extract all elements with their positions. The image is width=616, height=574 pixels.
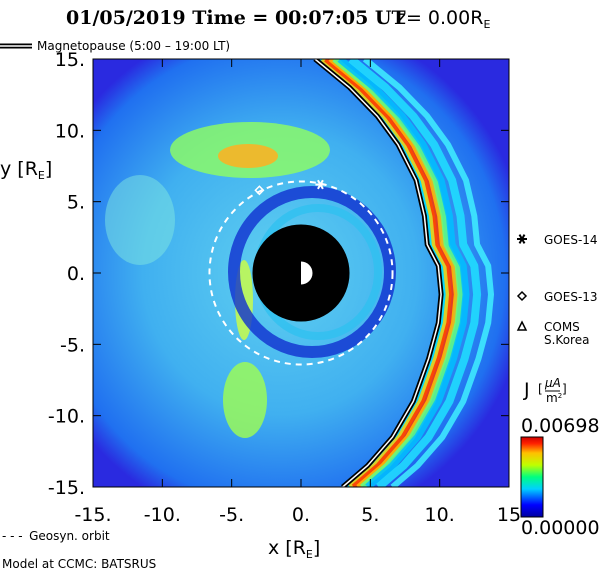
geosyn-orbit-circle <box>208 180 394 366</box>
y-tick-label: 10. <box>55 120 85 142</box>
current-blob-upper-core <box>218 144 278 168</box>
satellite-markers <box>254 179 326 196</box>
colorbar-unit-den: m2 <box>546 391 562 405</box>
heatmap-plot <box>93 59 509 487</box>
inner-ring-1 <box>228 186 396 358</box>
asterisk-legend-icon <box>517 234 527 244</box>
y-axis-label: y [RE] <box>0 158 52 182</box>
y-axis-ticks: 15. 10. 5. 0. -5. -10. -15. <box>48 49 509 499</box>
satellite-goes-14 <box>315 179 326 190</box>
colorbar-unit-open: [ <box>538 382 543 396</box>
colorbar-gradient <box>520 436 544 518</box>
y-tick-label: -10. <box>48 406 85 428</box>
z-label: z= 0.00RE <box>396 7 490 31</box>
satellite-legend-label: GOES-13 <box>544 290 598 304</box>
y-tick-label: 0. <box>67 263 85 285</box>
satellite-legend-label: GOES-14 <box>544 233 598 247</box>
x-tick-label: -10. <box>144 504 181 526</box>
colorbar-quantity: J <box>523 379 530 401</box>
x-axis-label: x [RE] <box>268 537 320 561</box>
current-band <box>324 59 456 487</box>
asterisk-stroke <box>518 234 526 244</box>
satellite-legend-label: COMS <box>544 320 580 334</box>
chart-title: 01/05/2019 Time = 00:07:05 UT <box>66 7 406 29</box>
current-band <box>337 59 470 487</box>
satellite-goes-13 <box>254 185 265 196</box>
y-tick-label: 5. <box>67 192 85 214</box>
satellite-legend-label-2: S.Korea <box>544 333 589 347</box>
colorbar-min-label: 0.00000 <box>521 517 600 539</box>
current-blob-lower <box>223 362 267 438</box>
colorbar-max-label: 0.00698 <box>521 415 600 437</box>
magnetopause-legend-label: Magnetopause (5:00 – 19:00 LT) <box>37 39 230 53</box>
x-tick-label: -5. <box>219 504 244 526</box>
orbit-legend: - - - Geosyn. orbit <box>2 529 110 543</box>
earth-day-night-icon <box>288 260 314 286</box>
current-blob-left <box>105 175 175 265</box>
x-tick-label: 5. <box>361 504 379 526</box>
magnetopause-legend: Magnetopause (5:00 – 19:00 LT) <box>0 39 230 53</box>
y-tick-label: -5. <box>60 334 85 356</box>
current-band <box>328 59 459 487</box>
x-tick-label: -15. <box>74 504 111 526</box>
x-axis-ticks: -15. -10. -5. 0. 5. 10. 15 <box>74 59 521 526</box>
triangle-legend-icon <box>516 320 528 331</box>
x-tick-label: 10. <box>425 504 455 526</box>
current-band <box>332 59 464 487</box>
colorbar: J [ μA m2 ] 0.00698 0.00000 <box>520 376 600 539</box>
asterisk-stroke <box>317 179 324 190</box>
current-band <box>362 59 494 487</box>
x-tick-label: 15 <box>497 504 521 526</box>
magnetopause-current-bands <box>316 59 494 487</box>
y-tick-label: -15. <box>48 477 85 499</box>
magnetopause-line-highlight <box>314 59 442 487</box>
y-tick-label: 15. <box>55 49 85 71</box>
model-label: Model at CCMC: BATSRUS <box>2 557 156 571</box>
colorbar-unit-close: ] <box>562 382 567 396</box>
x-tick-label: 0. <box>292 504 310 526</box>
current-band <box>348 59 482 487</box>
colorbar-unit-num: μA <box>544 376 561 390</box>
current-band <box>316 59 448 487</box>
diamond-legend-icon <box>516 290 528 302</box>
